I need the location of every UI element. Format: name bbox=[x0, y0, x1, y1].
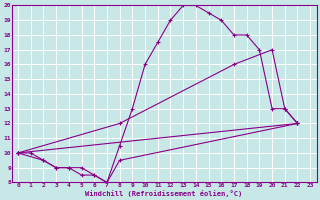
X-axis label: Windchill (Refroidissement éolien,°C): Windchill (Refroidissement éolien,°C) bbox=[85, 190, 243, 197]
